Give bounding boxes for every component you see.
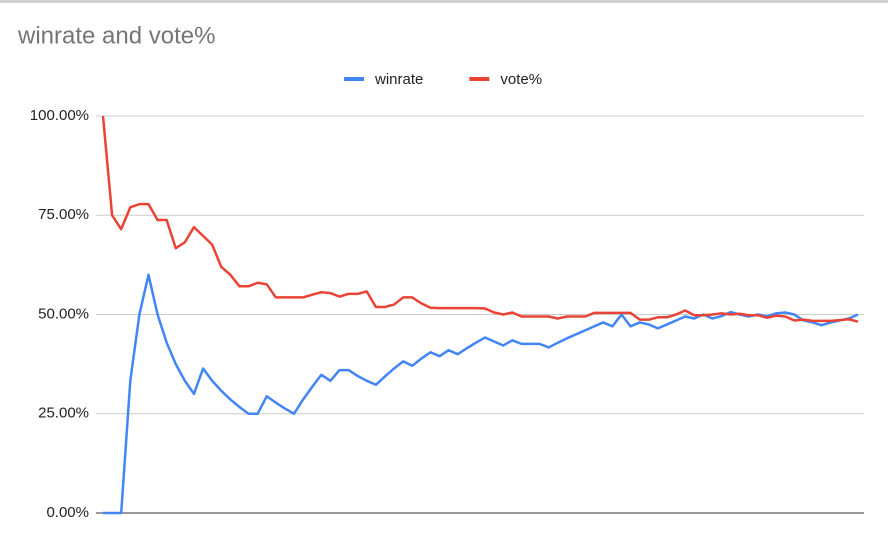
y-tick-label: 100.00% — [30, 107, 89, 124]
legend-label: vote% — [500, 71, 542, 88]
y-tick-label: 25.00% — [38, 405, 89, 422]
legend-label: winrate — [374, 71, 423, 88]
top-border — [0, 0, 888, 3]
y-tick-label: 0.00% — [46, 504, 89, 521]
series-line — [103, 273, 859, 515]
chart-title: winrate and vote% — [17, 22, 215, 49]
y-tick-label: 75.00% — [38, 206, 89, 223]
y-tick-label: 50.00% — [38, 305, 89, 322]
series-line — [101, 115, 859, 323]
